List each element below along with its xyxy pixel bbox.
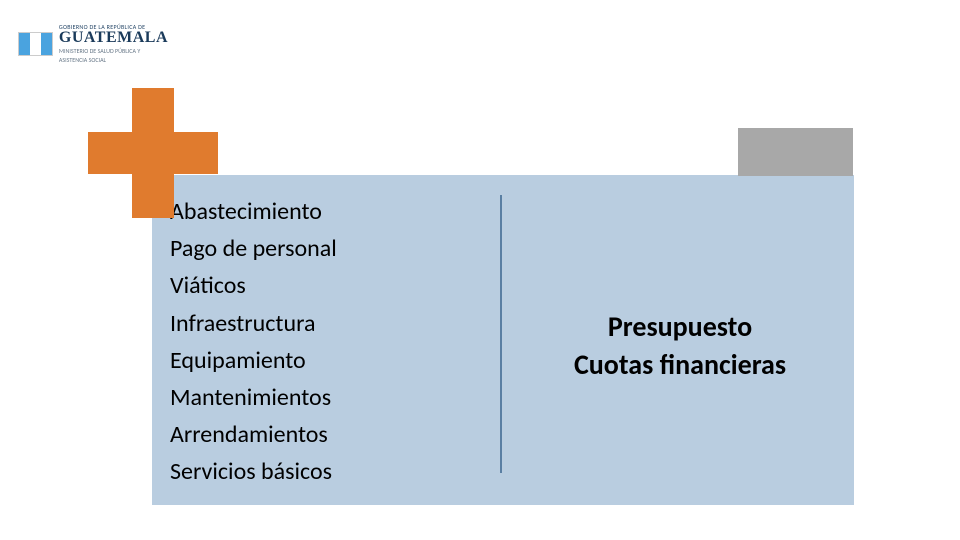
list-item: Equipamiento xyxy=(170,342,492,379)
logo-sub1: MINISTERIO DE SALUD PÚBLICA Y xyxy=(59,48,168,55)
slide: GOBIERNO DE LA REPÚBLICA DE GUATEMALA MI… xyxy=(0,0,960,540)
list-item: Servicios básicos xyxy=(170,453,492,490)
list-item: Pago de personal xyxy=(170,230,492,267)
right-line: Cuotas financieras xyxy=(520,346,840,384)
grey-accent-box xyxy=(738,128,853,176)
guatemala-logo: GOBIERNO DE LA REPÚBLICA DE GUATEMALA MI… xyxy=(18,14,168,74)
plus-icon xyxy=(88,88,218,218)
flag-stripe-left xyxy=(19,33,30,55)
logo-country: GUATEMALA xyxy=(59,30,168,46)
flag-stripe-right xyxy=(41,33,52,55)
right-line: Presupuesto xyxy=(520,308,840,346)
logo-text: GOBIERNO DE LA REPÚBLICA DE GUATEMALA MI… xyxy=(59,24,168,63)
list-item: Abastecimiento xyxy=(170,193,492,230)
plus-vertical xyxy=(132,88,174,218)
vertical-divider xyxy=(500,195,502,473)
list-item: Mantenimientos xyxy=(170,379,492,416)
flag-stripe-mid xyxy=(30,33,41,55)
list-item: Infraestructura xyxy=(170,305,492,342)
logo-sub2: ASISTENCIA SOCIAL xyxy=(59,57,168,64)
list-item: Arrendamientos xyxy=(170,416,492,453)
expense-list: Abastecimiento Pago de personal Viáticos… xyxy=(152,175,492,505)
list-item: Viáticos xyxy=(170,267,492,304)
flag-icon xyxy=(18,32,53,56)
budget-title: Presupuesto Cuotas financieras xyxy=(520,308,840,384)
